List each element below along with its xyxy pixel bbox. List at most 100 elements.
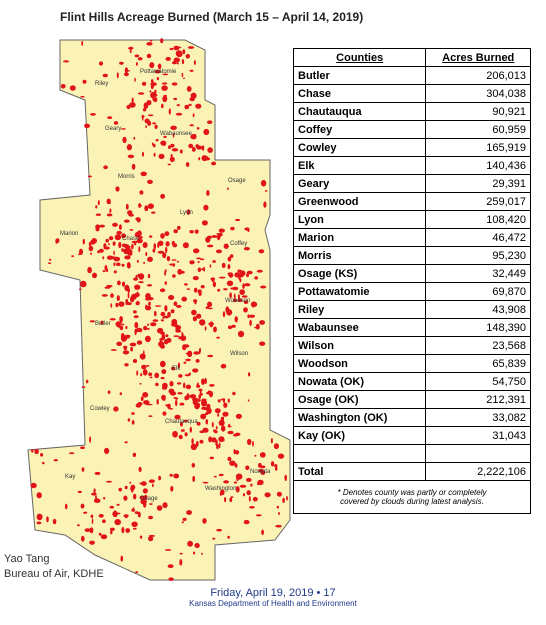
burn-area [221,262,226,269]
burn-area [133,493,137,500]
burn-area [133,136,136,140]
county-label: Woodson [225,298,250,304]
burn-area [220,398,226,401]
burn-area [102,256,105,260]
burn-area [80,503,85,509]
burn-area [152,122,156,125]
burn-area [122,335,124,343]
burn-area [226,309,233,316]
burn-area [218,442,221,449]
acres: 304,038 [425,84,531,103]
burn-area [93,488,96,494]
burn-area [160,311,166,317]
burn-area [131,243,134,250]
burn-area [132,507,135,511]
burn-area [164,305,168,312]
burn-area [108,243,110,246]
burn-area [122,350,130,355]
burn-area [143,400,150,405]
burn-area [217,235,221,240]
burn-area [112,510,118,518]
county-label: Morris [118,174,135,180]
burn-area [124,255,131,260]
burn-area [227,535,230,539]
burn-area [154,89,157,94]
burn-area [142,488,148,494]
burn-area [124,485,128,490]
burn-area [155,382,159,387]
acres: 31,043 [425,426,531,445]
burn-area [241,295,248,298]
burn-area [124,441,128,444]
acres: 65,839 [425,354,531,373]
burn-area [118,224,122,231]
burn-area [167,311,171,318]
burn-area [185,352,192,355]
burn-area [232,391,236,396]
footer-org: Kansas Department of Health and Environm… [189,599,357,608]
burn-area [124,363,129,367]
burn-area [116,341,123,346]
burn-area [116,295,120,302]
burn-area [135,274,138,280]
burn-area [196,544,200,548]
county-label: Wabaunsee [160,131,192,137]
burn-area [86,379,89,384]
burn-area [173,97,178,101]
burn-area [196,313,202,319]
county: Kay (OK) [292,426,427,445]
burn-area [212,281,217,288]
footnote: * Denotes county was partly or completel… [293,480,531,514]
row: Geary 29,391 [292,174,531,193]
burn-area [222,311,226,318]
burn-area [158,153,165,159]
title: Flint Hills Acreage Burned (March 15 – A… [60,10,364,24]
burn-area [152,248,156,253]
burn-area [194,300,197,305]
burn-area [83,511,88,514]
burn-area [134,54,140,58]
burn-area [143,261,146,265]
burn-area [115,302,119,308]
burn-area [134,328,137,336]
burn-area [207,244,214,248]
burn-area [91,518,94,525]
county: Morris [292,246,427,265]
burn-area [188,103,192,107]
burn-area [142,498,146,503]
burn-area [176,260,180,263]
burn-area [175,397,179,400]
county-label: Marion [60,231,78,237]
burn-area [204,400,208,405]
burn-area [170,153,173,159]
row: Osage (OK) 212,391 [292,390,531,409]
burn-area [157,327,164,334]
burn-area [218,473,224,477]
burn-area [167,564,174,569]
burn-area [116,230,122,235]
burn-area [235,218,241,222]
burn-area [206,407,212,414]
burn-area [164,339,169,345]
burn-area [84,123,90,129]
burn-area [208,307,213,310]
burn-area [232,433,239,437]
burn-area [69,85,76,91]
burn-area [121,233,126,239]
burn-area [177,225,181,230]
burn-area [106,284,113,288]
burn-area [30,482,37,489]
burn-area [177,362,181,369]
burn-area [164,281,167,285]
burn-area [160,38,164,44]
burn-area [157,240,164,246]
burn-area [196,127,200,130]
burn-area [137,230,142,237]
burn-area [90,252,93,255]
county-label: Wilson [230,351,248,357]
burn-area [229,292,232,299]
burn-area [235,413,242,419]
burn-area [243,247,250,251]
burn-area [263,201,267,208]
burn-area [147,120,152,126]
